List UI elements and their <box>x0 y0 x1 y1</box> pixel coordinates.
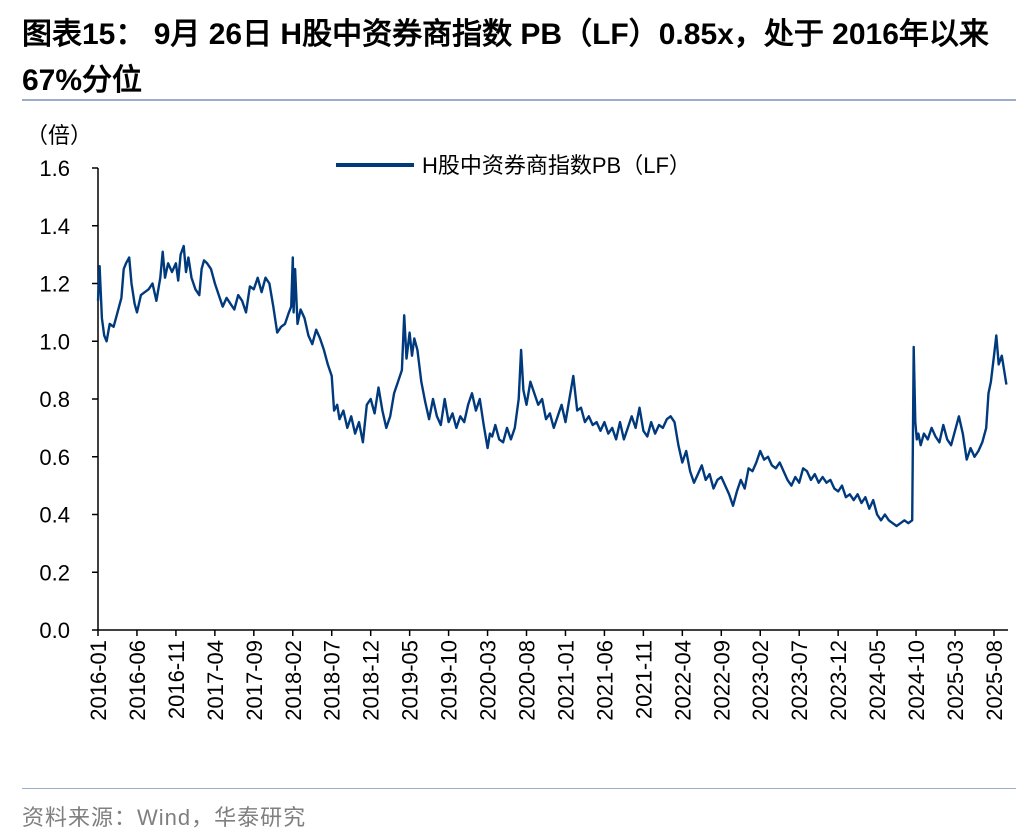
x-tick-label: 2022-04 <box>670 640 695 721</box>
x-tick-label: 2021-11 <box>631 640 656 719</box>
footer-divider <box>22 788 1016 789</box>
x-tick-label: 2019-05 <box>398 640 423 721</box>
y-tick-label: 0.8 <box>39 387 70 412</box>
y-axis-unit-label: （倍） <box>26 123 92 148</box>
series-line <box>96 244 1008 528</box>
y-tick-label: 1.2 <box>39 272 70 297</box>
x-tick-label: 2024-10 <box>904 640 929 721</box>
x-tick-label: 2018-02 <box>281 640 306 721</box>
x-tick-label: 2024-05 <box>865 640 890 721</box>
legend-label: H股中资券商指数PB（LF） <box>422 153 691 178</box>
x-tick-label: 2021-06 <box>592 640 617 721</box>
x-tick-label: 2023-07 <box>787 640 812 721</box>
x-tick-label: 2017-04 <box>203 640 228 721</box>
x-tick-label: 2018-12 <box>359 640 384 721</box>
y-tick-label: 1.6 <box>39 156 70 181</box>
source-note: 资料来源：Wind，华泰研究 <box>22 805 307 830</box>
series-layer <box>96 244 1008 528</box>
x-axis: 2016-01 2016-06 2016-11 2017-04 2017-09 2018-… <box>86 629 1008 721</box>
x-tick-label: 2020-03 <box>476 640 501 721</box>
x-tick-label: 2019-10 <box>437 640 462 721</box>
x-tick-label: 2023-02 <box>748 640 773 721</box>
y-tick-label: 0.4 <box>39 503 70 528</box>
x-tick-label: 2020-08 <box>515 640 540 721</box>
x-tick-label: 2021-01 <box>553 640 578 721</box>
x-tick-label: 2025-03 <box>943 640 968 721</box>
legend: H股中资券商指数PB（LF） <box>336 153 691 178</box>
chart: （倍） 0.00.20.40.60.81.01.21.41.6 2016-01 2… <box>26 123 1008 721</box>
y-tick-label: 0.0 <box>39 618 70 643</box>
x-tick-label: 2023-12 <box>826 640 851 721</box>
x-tick-label: 2016-06 <box>125 640 150 721</box>
x-tick-label: 2022-09 <box>709 640 734 721</box>
x-tick-label: 2016-11 <box>164 640 189 719</box>
x-tick-label: 2018-07 <box>320 640 345 721</box>
title-divider <box>22 99 1016 101</box>
y-tick-label: 1.4 <box>39 214 70 239</box>
x-tick-label: 2016-01 <box>86 640 111 721</box>
y-tick-label: 0.2 <box>39 560 70 585</box>
x-tick-label: 2025-08 <box>982 640 1007 721</box>
y-tick-label: 0.6 <box>39 445 70 470</box>
x-tick-label: 2017-09 <box>242 640 267 721</box>
y-axis: 0.0 0.2 0.4 0.6 0.8 1.0 1.2 1.4 1.6 <box>39 156 99 643</box>
chart-title: 图表15： 9月 26日 H股中资券商指数 PB（LF）0.85x，处于 201… <box>22 18 989 97</box>
y-tick-label: 1.0 <box>39 329 70 354</box>
